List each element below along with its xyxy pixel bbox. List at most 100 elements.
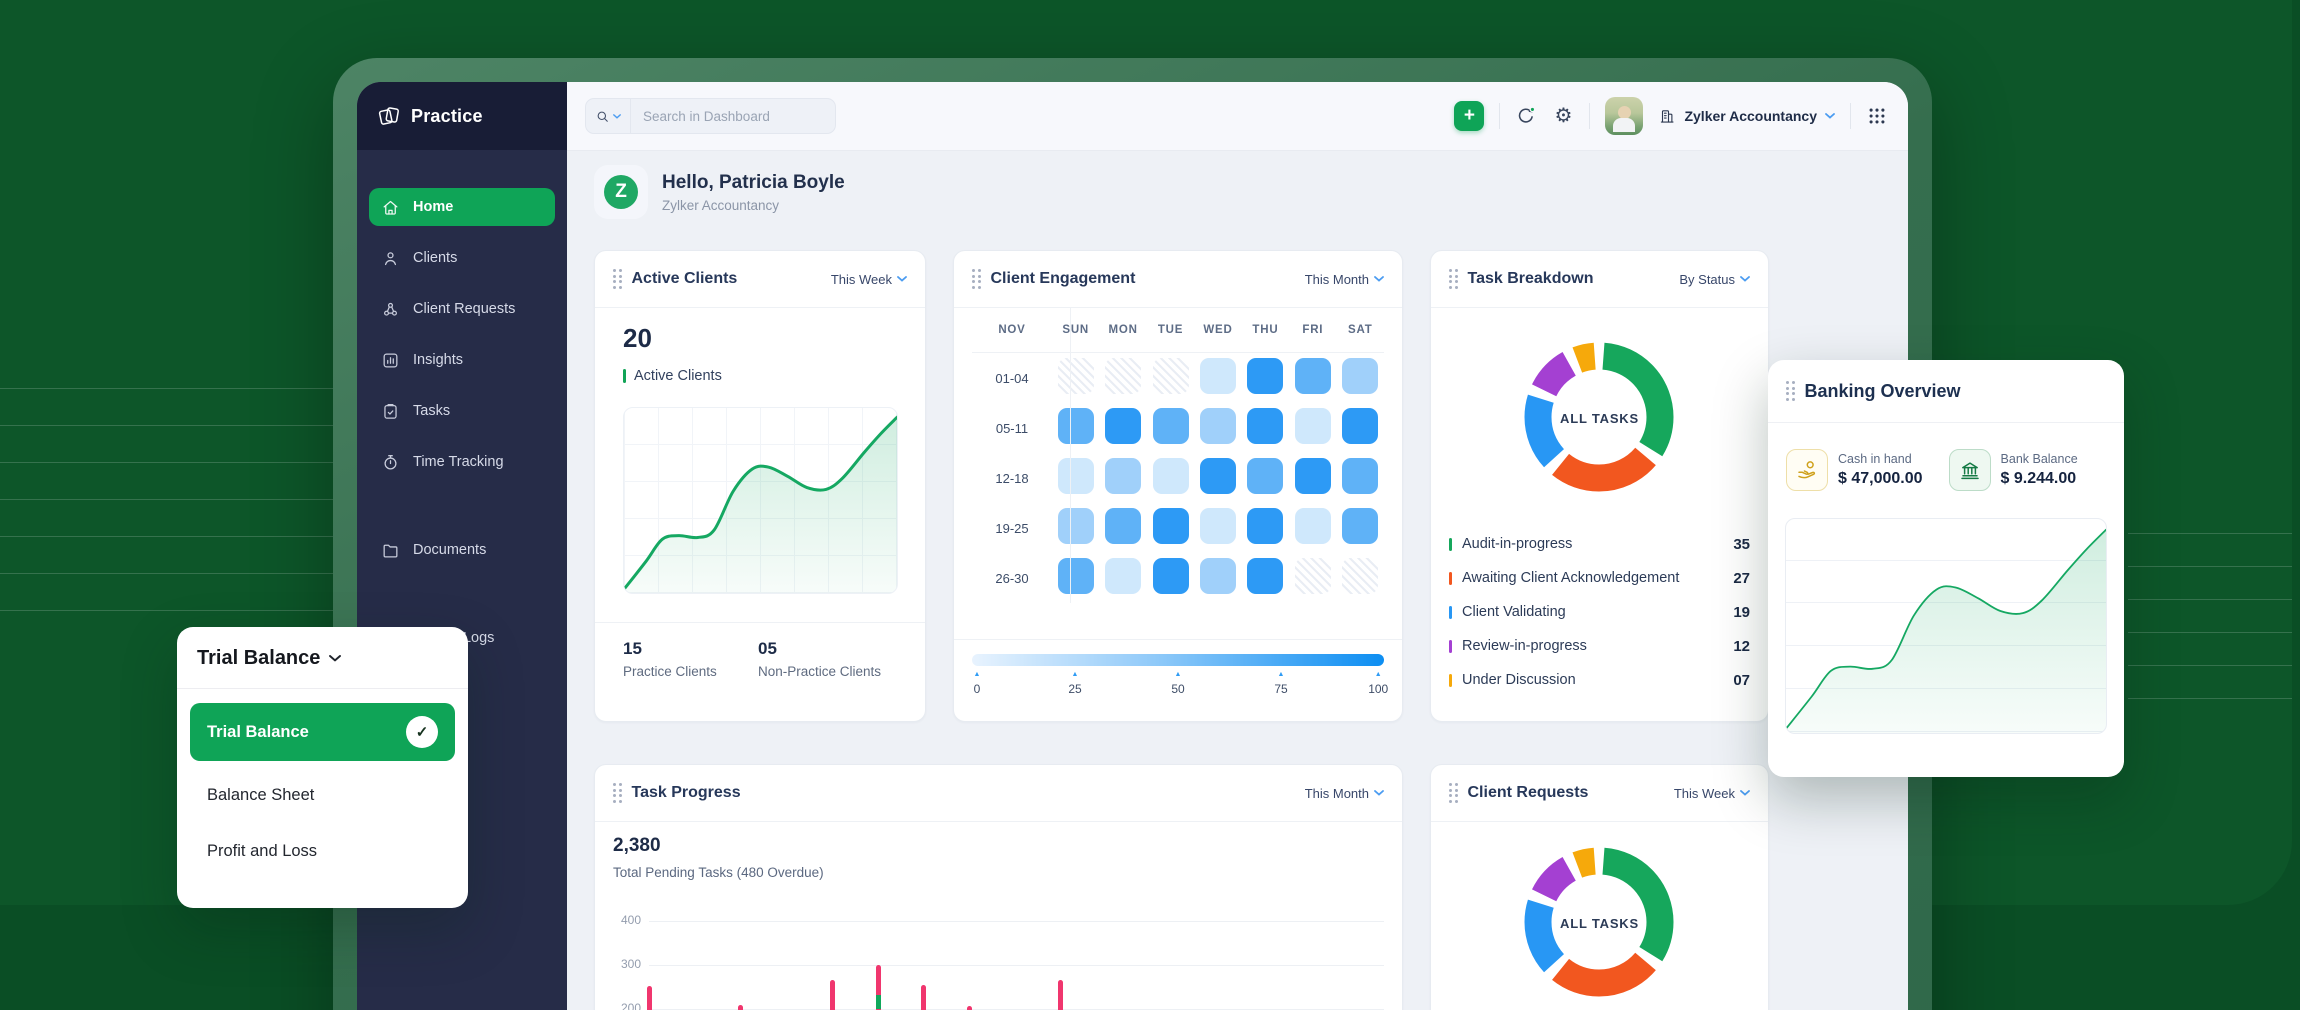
range-dropdown[interactable]: This Week [831,272,907,287]
stat-practice-clients: 15 Practice Clients [623,639,758,705]
apps-grid-icon[interactable] [1866,105,1888,127]
card-title: Client Requests [1468,784,1589,802]
pending-tasks-total: 2,380 [613,835,661,857]
sidebar-section-gap [369,582,555,606]
people-icon [381,300,400,319]
active-clients-area-chart [623,407,898,594]
org-name: Zylker Accountancy [1684,108,1817,124]
drag-handle-icon[interactable] [1786,381,1795,401]
building-icon [1658,107,1676,125]
legend-item: Review-in-progress12 [1449,629,1750,663]
sidebar-menu: Home Clients Client Requests Insights [357,150,567,669]
sidebar-item-label: Clients [413,250,457,266]
heatmap-gradient-bar [972,654,1384,666]
person-icon [381,249,400,268]
greeting: Z Hello, Patricia Boyle Zylker Accountan… [594,165,845,219]
client-requests-card: Client Requests This Week ALL TASKS [1430,764,1769,1010]
sidebar-item-label: Time Tracking [413,454,504,470]
sidebar-item-tasks[interactable]: Tasks [369,392,555,430]
legend-color-tick [623,369,626,383]
org-switcher[interactable]: Zylker Accountancy [1658,107,1835,125]
heatmap-scale-ticks: ▲0▲25▲50▲75▲100 [972,671,1384,707]
range-dropdown[interactable]: This Week [1674,786,1750,801]
insights-icon [381,351,400,370]
user-avatar[interactable] [1605,97,1643,135]
practice-logo-icon [377,104,401,128]
active-clients-count: 20 [623,323,652,354]
drag-handle-icon[interactable] [1449,269,1458,289]
legend-color-tick [1449,538,1452,551]
divider [1499,103,1500,129]
greeting-subtitle: Zylker Accountancy [662,198,845,213]
range-dropdown[interactable]: This Month [1305,786,1384,801]
heatmap-scale: ▲0▲25▲50▲75▲100 [954,639,1402,721]
option-trial-balance[interactable]: Trial Balance ✓ [190,703,455,761]
sidebar-item-insights[interactable]: Insights [369,341,555,379]
drag-handle-icon[interactable] [1449,783,1458,803]
sidebar-item-home[interactable]: Home [369,188,555,226]
drag-handle-icon[interactable] [613,783,622,803]
chevron-down-icon [1825,113,1835,119]
app-logo: Practice [357,82,567,150]
sidebar-item-client-requests[interactable]: Client Requests [369,290,555,328]
popup-title-dropdown[interactable]: Trial Balance [177,627,468,682]
stat-bank-balance: Bank Balance $ 9.244.00 [1949,449,2078,491]
legend-item: Audit-in-progress35 [1449,527,1750,561]
main-column: + ⚙ Zylker Accountancy [567,82,1908,1010]
legend-color-tick [1449,640,1452,653]
bank-icon [1949,449,1991,491]
legend-item: Under Discussion07 [1449,663,1750,697]
notifications-icon[interactable] [1515,105,1537,127]
donut-center-label: ALL TASKS [1431,916,1768,931]
chevron-down-icon [329,655,341,662]
sidebar-item-label: Client Requests [413,301,515,317]
sidebar-item-label: Documents [413,542,486,558]
topbar: + ⚙ Zylker Accountancy [567,82,1908,151]
client-engagement-card: Client Engagement This Month NOVSUNMONTU… [953,250,1403,722]
option-profit-and-loss[interactable]: Profit and Loss [190,823,455,879]
range-dropdown[interactable]: This Month [1305,272,1384,287]
greeting-title: Hello, Patricia Boyle [662,172,845,194]
legend-color-tick [1449,674,1452,687]
sidebar-item-label: Tasks [413,403,450,419]
drag-handle-icon[interactable] [972,269,981,289]
chevron-down-icon [1740,276,1750,282]
device-frame: Practice Home Clients Client Requests [333,58,1932,1010]
sidebar-item-label: Home [413,199,453,215]
legend-item: Client Validating19 [1449,595,1750,629]
settings-gear-icon[interactable]: ⚙ [1552,105,1574,127]
banking-stats: Cash in hand $ 47,000.00 Bank Balance $ … [1768,423,2124,491]
card-title: Task Progress [632,784,741,802]
chevron-down-icon [1374,276,1384,282]
app-window: Practice Home Clients Client Requests [357,82,1908,1010]
engagement-heatmap: NOVSUNMONTUEWEDTHUFRISAT01-0405-1112-181… [972,307,1384,603]
stat-non-practice-clients: 05 Non-Practice Clients [758,639,881,705]
sidebar-item-label: Insights [413,352,463,368]
tasks-icon [381,402,400,421]
banking-overview-card: Banking Overview Cash in hand $ 47,000.0… [1768,360,2124,777]
drag-handle-icon[interactable] [613,269,622,289]
cash-hand-icon [1786,449,1828,491]
active-clients-stats: 15 Practice Clients 05 Non-Practice Clie… [595,622,925,721]
search-input[interactable] [631,109,835,124]
pending-tasks-subtitle: Total Pending Tasks (480 Overdue) [613,865,824,880]
home-icon [381,198,400,217]
legend-item: Awaiting Client Acknowledgement27 [1449,561,1750,595]
search-bar[interactable] [585,98,836,134]
donut-center-label: ALL TASKS [1431,411,1768,426]
banking-area-chart [1785,518,2107,734]
legend-color-tick [1449,606,1452,619]
sidebar-item-time-tracking[interactable]: Time Tracking [369,443,555,481]
card-title: Task Breakdown [1468,270,1594,288]
search-icon [595,109,610,124]
add-new-button[interactable]: + [1454,101,1484,131]
search-scope-button[interactable] [586,99,631,133]
org-avatar: Z [594,165,648,219]
range-dropdown[interactable]: By Status [1679,272,1750,287]
sidebar-item-clients[interactable]: Clients [369,239,555,277]
chevron-down-icon [897,276,907,282]
topbar-actions: + ⚙ Zylker Accountancy [1454,97,1888,135]
option-balance-sheet[interactable]: Balance Sheet [190,767,455,823]
sidebar-item-documents[interactable]: Documents [369,531,555,569]
task-progress-bar-chart: 400300200 [613,892,1384,1010]
